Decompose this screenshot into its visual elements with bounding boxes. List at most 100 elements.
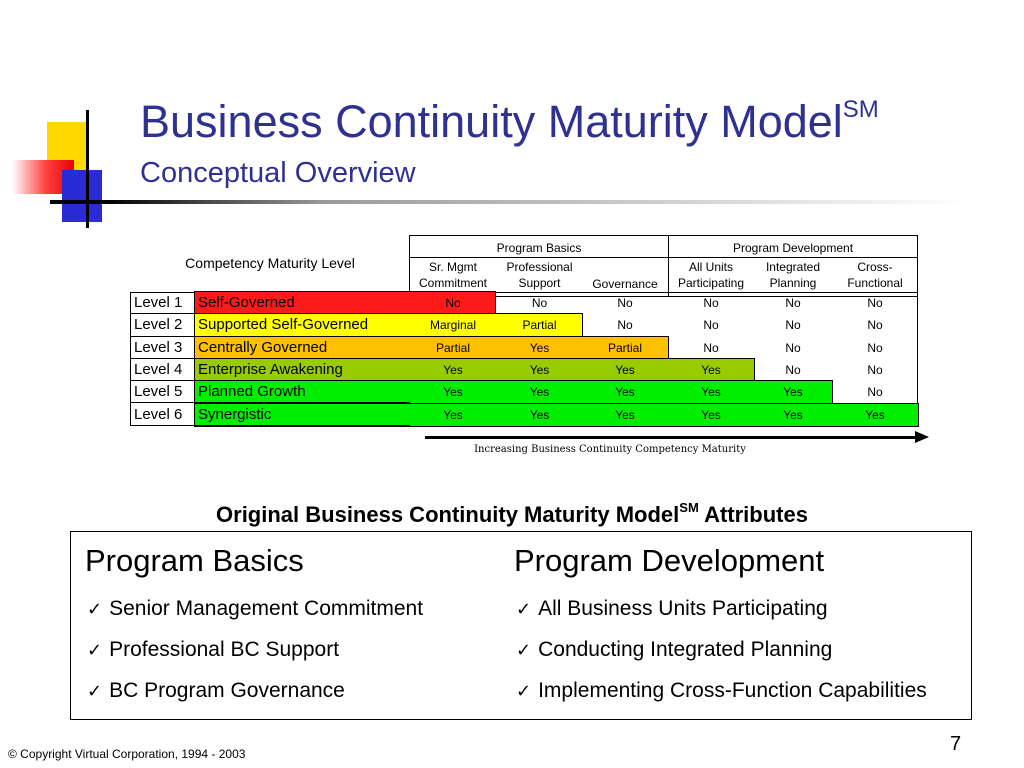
grid-cell: No bbox=[867, 385, 883, 400]
grid-cell: No bbox=[785, 318, 801, 333]
level-column-separator bbox=[194, 358, 195, 382]
title-underline bbox=[50, 200, 968, 204]
grid-cell: Yes bbox=[701, 385, 721, 400]
attribute-item: ✓ Professional BC Support bbox=[87, 638, 339, 662]
maturity-level-bar bbox=[194, 380, 833, 405]
checkmark-icon: ✓ bbox=[87, 681, 103, 702]
level-column-separator bbox=[194, 314, 195, 337]
level-name: Centrally Governed bbox=[198, 338, 328, 356]
grid-cell: Yes bbox=[529, 407, 550, 422]
grid-cell: No bbox=[703, 318, 719, 333]
program-development-header-box bbox=[668, 235, 918, 297]
column-header-line: Commitment bbox=[418, 276, 487, 290]
checkmark-icon: ✓ bbox=[87, 640, 103, 661]
maturity-arrow-head bbox=[915, 431, 929, 443]
grid-cell: No bbox=[785, 362, 801, 377]
grid-cell: No bbox=[703, 296, 719, 310]
level-row-border bbox=[130, 337, 410, 359]
attribute-item-text: Professional BC Support bbox=[109, 638, 340, 661]
column-header-line: Cross- bbox=[857, 260, 893, 274]
column-header-line: Functional bbox=[847, 276, 903, 290]
grid-cell: Yes bbox=[443, 407, 463, 422]
maturity-arrow bbox=[425, 436, 917, 439]
grid-cell: Partial bbox=[435, 340, 470, 355]
grid-cell: Yes bbox=[701, 407, 721, 422]
column-header-line: Professional bbox=[506, 260, 573, 274]
level-row-border bbox=[130, 314, 410, 337]
attribute-item-text: All Business Units Participating bbox=[538, 597, 828, 620]
grid-cell: Yes bbox=[615, 362, 635, 377]
level-label: Level 6 bbox=[134, 405, 183, 423]
attribute-item-text: Implementing Cross-Function Capabilities bbox=[538, 679, 927, 702]
attribute-item-text: Conducting Integrated Planning bbox=[538, 638, 833, 661]
attribute-item: ✓ BC Program Governance bbox=[87, 679, 345, 703]
competency-maturity-header: Competency Maturity Level bbox=[185, 255, 355, 271]
grid-cell: Yes bbox=[529, 385, 550, 400]
level-name: Supported Self-Governed bbox=[198, 316, 369, 334]
level-row-border bbox=[130, 404, 410, 426]
grid-cell: No bbox=[785, 296, 801, 310]
level-name: Enterprise Awakening bbox=[198, 360, 343, 378]
attributes-left-heading: Program Basics bbox=[85, 543, 304, 578]
level-row-border bbox=[130, 381, 410, 404]
grid-cell: No bbox=[617, 318, 633, 333]
maturity-level-bar bbox=[194, 402, 919, 427]
column-header-line: Planning bbox=[769, 276, 817, 290]
grid-cell: Yes bbox=[783, 385, 803, 400]
grid-cell: Yes bbox=[865, 407, 885, 422]
slide-title: Business Continuity Maturity ModelSM bbox=[140, 96, 879, 147]
group-header-program-development: Program Development bbox=[732, 241, 854, 255]
level-name: Self-Governed bbox=[198, 294, 295, 311]
attribute-item: ✓ All Business Units Participating bbox=[516, 597, 828, 621]
logo-vertical-line bbox=[86, 110, 89, 228]
column-header: All Units Participating bbox=[668, 259, 754, 291]
level-label: Level 5 bbox=[134, 383, 183, 401]
grid-cell: No bbox=[867, 362, 883, 377]
grid-cell: Yes bbox=[443, 362, 463, 377]
checkmark-icon: ✓ bbox=[87, 599, 103, 620]
grid-cell: No bbox=[785, 340, 801, 355]
level-column-separator bbox=[194, 336, 195, 359]
logo-blue-square bbox=[62, 170, 102, 222]
attributes-title: Original Business Continuity Maturity Mo… bbox=[216, 500, 808, 527]
level-column-separator bbox=[194, 292, 195, 315]
group-header-program-basics: Program Basics bbox=[496, 241, 582, 255]
column-header: Integrated Planning bbox=[754, 259, 832, 291]
grid-cell: Yes bbox=[615, 407, 635, 422]
column-header: Professional Support bbox=[497, 259, 582, 291]
column-header: Cross- Functional bbox=[832, 259, 918, 291]
checkmark-icon: ✓ bbox=[516, 599, 532, 620]
level-column-separator bbox=[194, 403, 195, 426]
grid-cell: Yes bbox=[529, 362, 550, 377]
attribute-item-text: Senior Management Commitment bbox=[109, 597, 424, 620]
attribute-item: ✓ Senior Management Commitment bbox=[87, 597, 423, 621]
arrow-caption: Increasing Business Continuity Competenc… bbox=[474, 444, 746, 455]
column-header-line: Support bbox=[518, 276, 561, 290]
attribute-item: ✓ Conducting Integrated Planning bbox=[516, 638, 832, 662]
grid-cell: No bbox=[867, 296, 883, 310]
header-divider bbox=[409, 257, 918, 258]
grid-cell: Yes bbox=[615, 385, 635, 400]
grid-cell: Yes bbox=[529, 340, 550, 355]
column-header-line: Integrated bbox=[765, 260, 821, 274]
page-number: 7 bbox=[950, 733, 962, 755]
grid-cell: No bbox=[867, 318, 883, 333]
level-name: Planned Growth bbox=[198, 383, 306, 401]
column-header-line: Governance bbox=[592, 277, 658, 291]
column-header: Sr. Mgmt Commitment bbox=[409, 259, 497, 291]
checkmark-icon: ✓ bbox=[516, 681, 532, 702]
column-header: Governance bbox=[582, 276, 668, 292]
column-header-line: Sr. Mgmt bbox=[428, 260, 477, 274]
level-label: Level 1 bbox=[134, 294, 183, 311]
column-header-line: Participating bbox=[677, 276, 745, 290]
column-header-line: All Units bbox=[688, 260, 733, 274]
grid-cell: No bbox=[617, 296, 633, 310]
grid-cell: No bbox=[445, 296, 461, 310]
level-name: Synergistic bbox=[198, 405, 272, 423]
maturity-level-bar bbox=[194, 357, 755, 383]
attributes-right-heading: Program Development bbox=[514, 543, 825, 578]
maturity-level-bar bbox=[194, 290, 496, 316]
level-column-separator bbox=[194, 381, 195, 404]
level-row-border bbox=[130, 292, 410, 315]
grid-cell: Partial bbox=[607, 340, 642, 355]
